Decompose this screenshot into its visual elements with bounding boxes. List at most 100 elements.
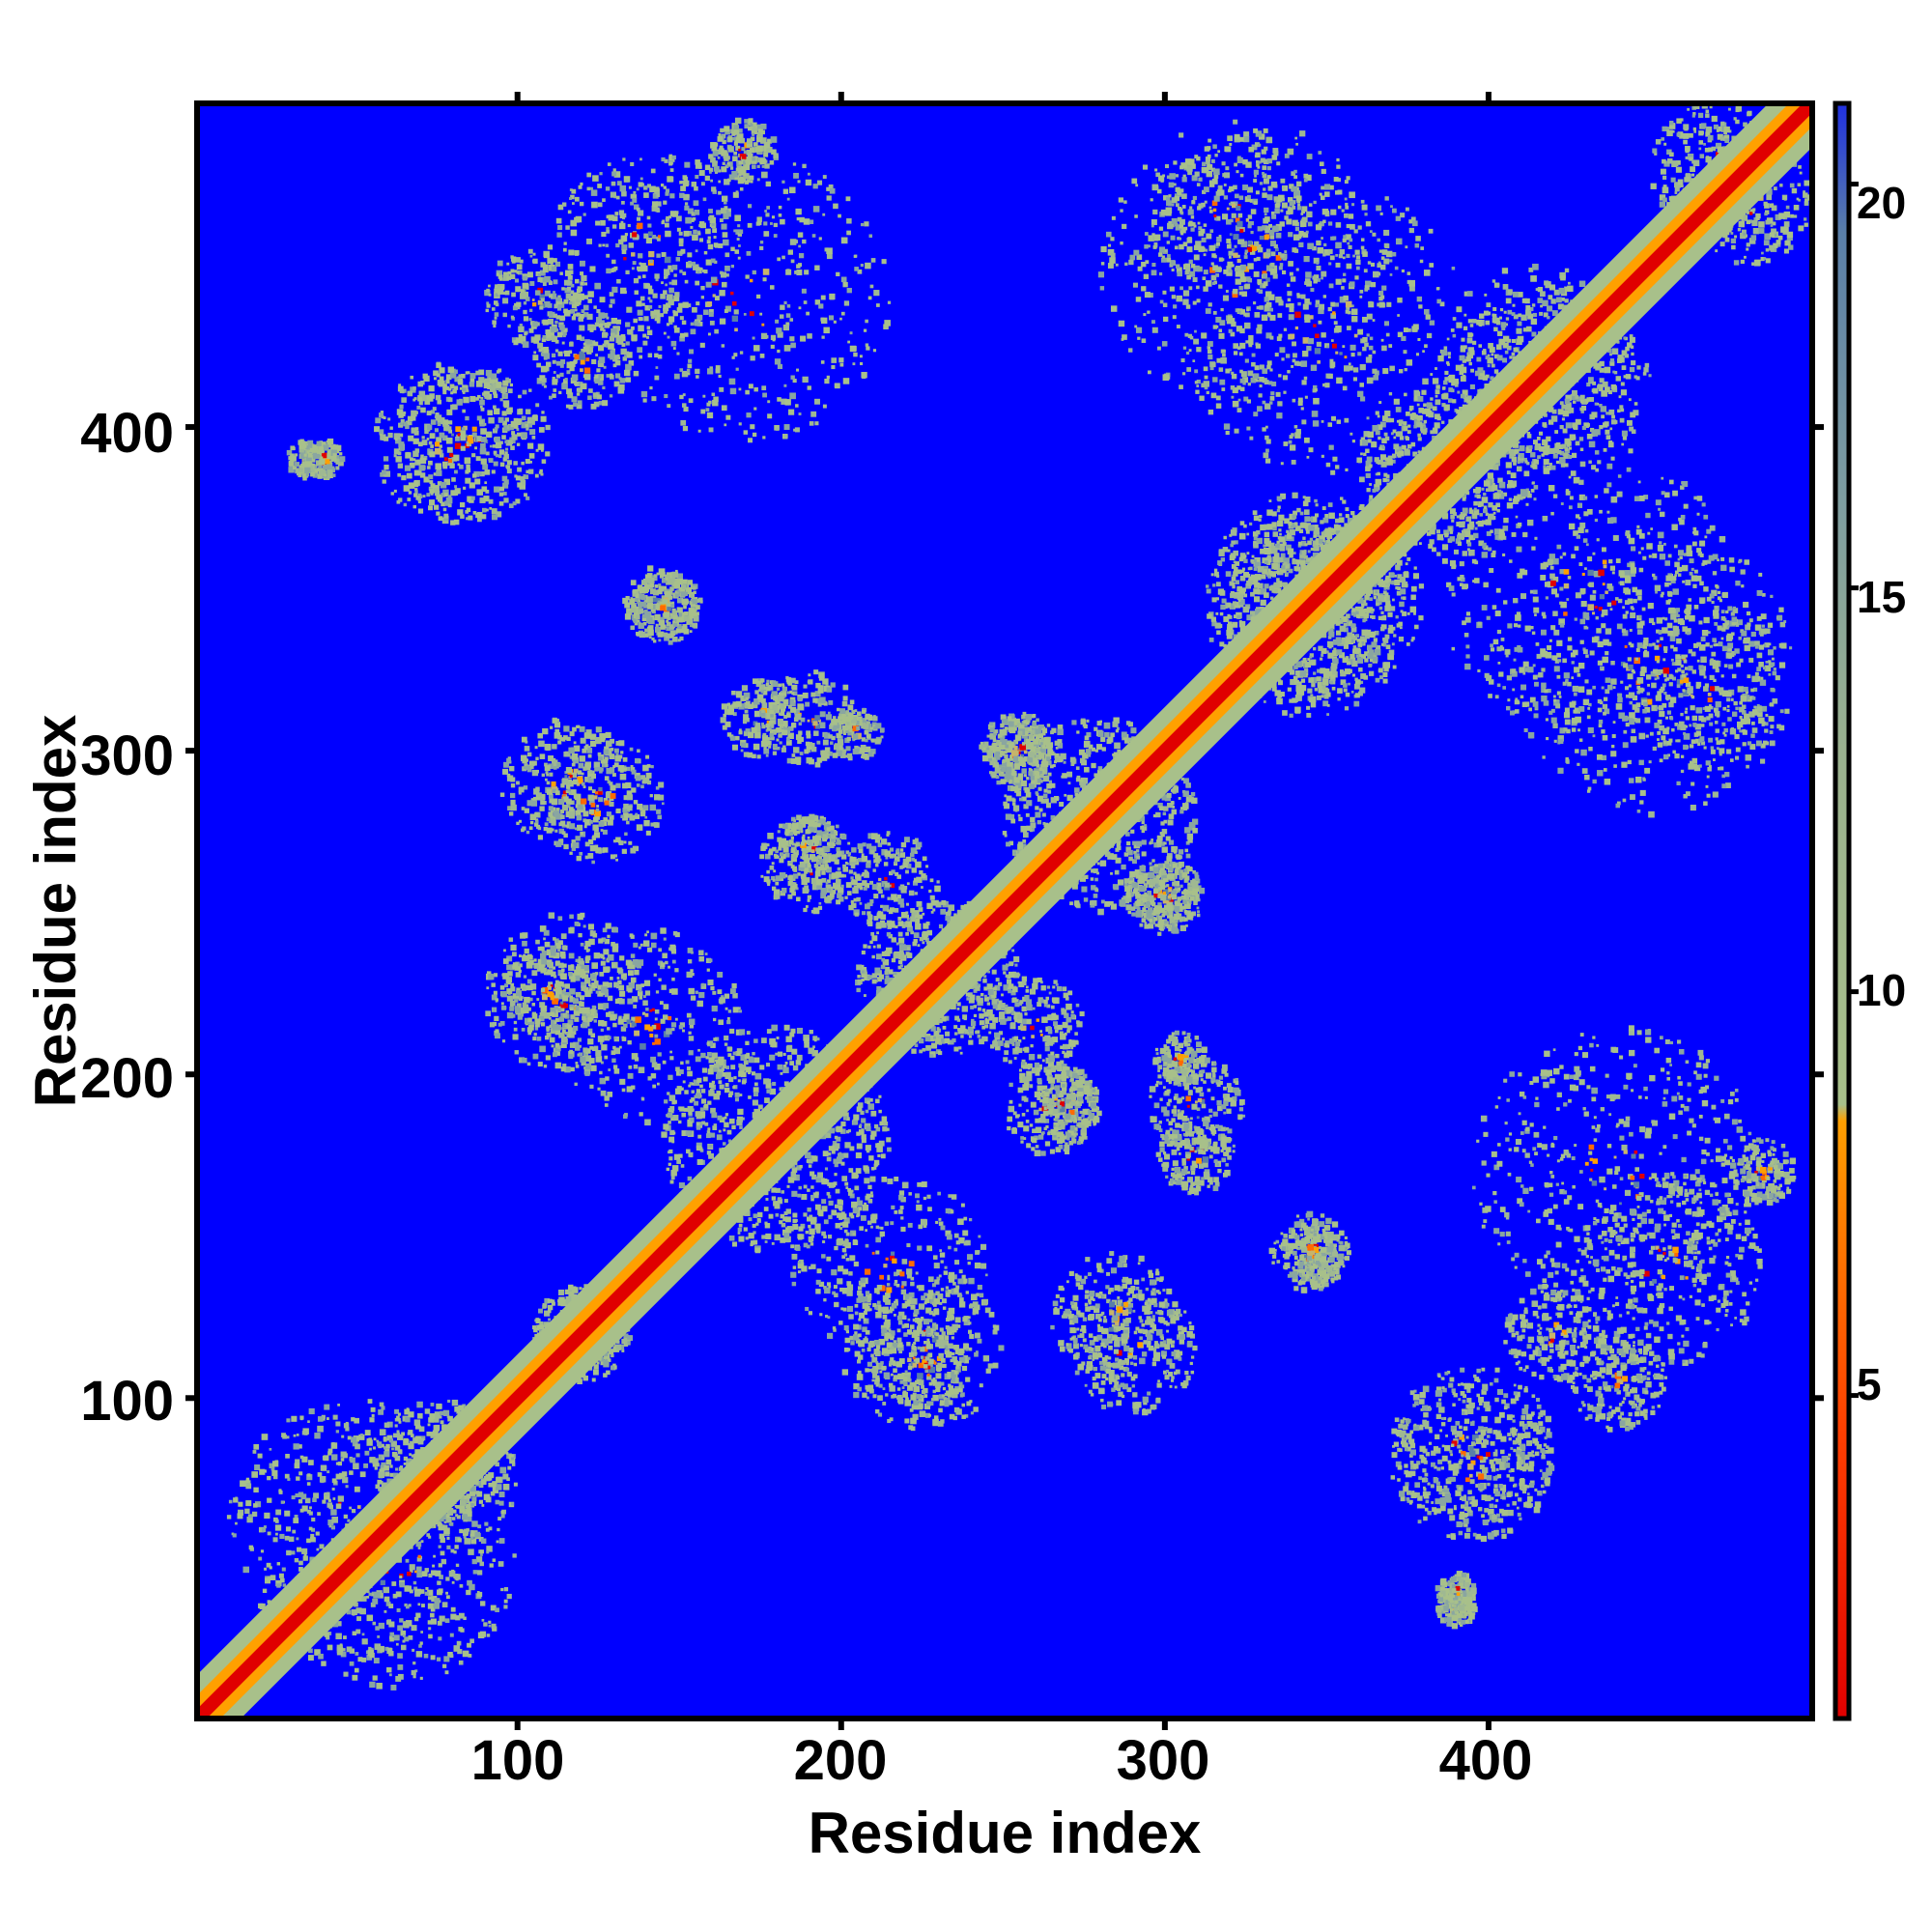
contact-cell [1152, 813, 1157, 818]
contact-cell [796, 1027, 804, 1035]
contact-cell [261, 1434, 269, 1440]
contact-cell [941, 899, 947, 905]
contact-cell [1109, 900, 1114, 906]
contact-cell [1441, 420, 1445, 424]
contact-cell [439, 1615, 445, 1622]
contact-cell [666, 1167, 670, 1172]
contact-cell [831, 1209, 838, 1215]
contact-cell [724, 1042, 728, 1046]
contact-cell [253, 1487, 259, 1493]
contact-cell [431, 1570, 437, 1576]
contact-cell [1346, 618, 1350, 622]
contact-cell [565, 1298, 572, 1305]
contact-cell [1141, 851, 1147, 857]
contact-cell [1127, 737, 1132, 743]
contact-cell [1374, 630, 1379, 636]
contact-cell [455, 1514, 459, 1518]
contact-cell [696, 1125, 701, 1130]
contact-cell [1187, 838, 1193, 843]
contact-cell [274, 1519, 278, 1522]
contact-cell [1380, 461, 1387, 468]
contact-cell [727, 1093, 732, 1097]
contact-cell [391, 1447, 394, 1451]
contact-cell [936, 1028, 942, 1033]
contact-cell [1035, 791, 1038, 795]
contact-cell [1422, 378, 1429, 385]
contact-cell [327, 1519, 334, 1526]
contact-cell [861, 1134, 867, 1140]
contact-cell [477, 1632, 485, 1639]
contact-cell [481, 1504, 485, 1507]
contact-cell [259, 1468, 266, 1475]
contact-cell [372, 1446, 376, 1450]
contact-cell [502, 1473, 509, 1480]
contact-cell [1278, 514, 1285, 521]
contact-cell [1399, 419, 1404, 424]
contact-cell [729, 1118, 735, 1124]
contact-cell [430, 1618, 437, 1625]
contact-cell [331, 1517, 339, 1523]
contact-cell [439, 1533, 445, 1540]
contact-cell [1227, 613, 1231, 618]
contact-cell [708, 1090, 715, 1096]
contact-cell [385, 1459, 392, 1465]
contact-cell [1320, 668, 1326, 674]
contact-cell [1369, 483, 1373, 486]
contact-cell [1392, 598, 1395, 602]
contact-cell [1463, 528, 1468, 533]
contact-cell [1384, 410, 1391, 417]
contact-cell [450, 1548, 455, 1553]
contact-cell [893, 952, 900, 959]
contact-cell [400, 1630, 407, 1636]
contact-cell [967, 1026, 974, 1032]
contact-cell [939, 1038, 946, 1044]
contact-cell [360, 1596, 367, 1602]
contact-cell [494, 1488, 499, 1493]
contact-cell [308, 1511, 313, 1516]
contact-cell [849, 1193, 855, 1199]
contact-cell [891, 937, 896, 943]
contact-cell [1057, 728, 1064, 736]
contact-cell [579, 1287, 582, 1291]
contact-cell [711, 1080, 716, 1085]
contact-cell [1117, 749, 1122, 753]
contact-cell [880, 1153, 886, 1159]
contact-cell [875, 1126, 881, 1132]
contact-cell [1292, 557, 1295, 562]
contact-cell [691, 1097, 696, 1102]
contact-cell [498, 1538, 505, 1544]
contact-cell [1123, 883, 1128, 888]
contact-cell [883, 1121, 889, 1126]
contact-cell [364, 1450, 370, 1456]
contact-cell [956, 1018, 961, 1022]
contact-cell [1076, 730, 1080, 734]
contact-cell [381, 1467, 385, 1472]
contact-cell [1473, 507, 1477, 511]
contact-cell [1299, 511, 1304, 516]
contact-cell [399, 1581, 405, 1588]
contact-cell [1492, 482, 1495, 486]
contact-cell [480, 1553, 483, 1556]
contact-cell [1371, 652, 1378, 659]
contact-cell [1236, 569, 1242, 575]
contact-cell [343, 1635, 347, 1639]
contact-cell [1275, 543, 1281, 549]
contact-cell [1307, 688, 1313, 694]
contact-cell [557, 1300, 563, 1306]
contact-cell [377, 1650, 381, 1654]
contact-cell [245, 1477, 250, 1482]
contact-cell [1511, 483, 1516, 489]
contact-cell [500, 1514, 505, 1519]
contact-cell [503, 1599, 508, 1604]
contact-cell [327, 1492, 330, 1495]
contact-cell [700, 1098, 707, 1104]
contact-cell [469, 1583, 475, 1591]
contact-cell [1075, 766, 1080, 770]
contact-cell [789, 1032, 795, 1037]
contact-cell [1374, 648, 1381, 656]
contact-cell [1458, 532, 1465, 540]
contact-cell [982, 979, 987, 983]
contact-cell [736, 1119, 743, 1126]
contact-cell [1456, 522, 1462, 526]
contact-cell [1318, 687, 1324, 694]
